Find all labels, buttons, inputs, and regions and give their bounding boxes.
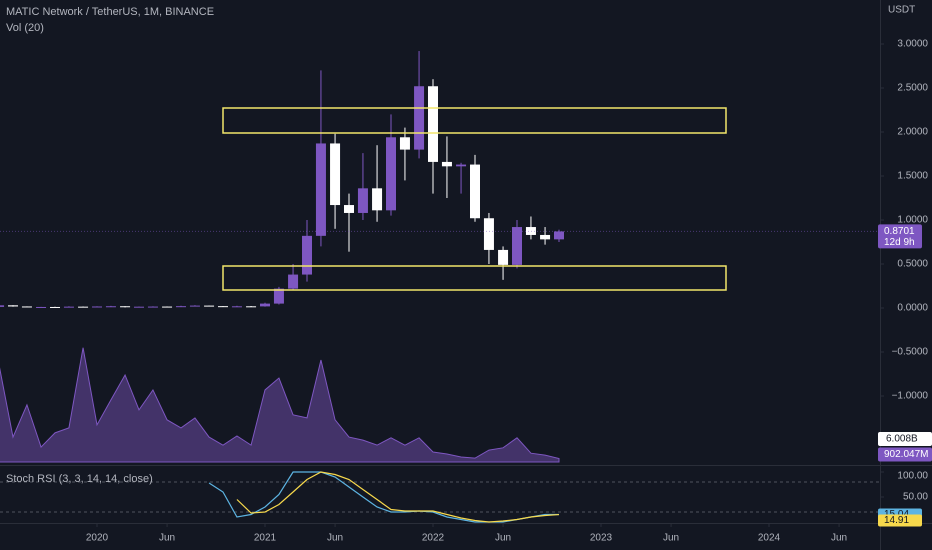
candle-body xyxy=(456,164,467,167)
indicator-title: Stoch RSI (3, 3, 14, 14, close) xyxy=(6,473,153,485)
candle-body xyxy=(498,249,509,265)
currency-label: USDT xyxy=(888,5,915,16)
candle-body xyxy=(260,303,271,307)
price-tick-label: −1.0000 xyxy=(892,391,929,402)
support-zone xyxy=(222,265,727,291)
candle-body xyxy=(428,86,439,162)
candle-body xyxy=(246,306,257,308)
candle-body xyxy=(21,306,32,308)
time-tick-label: Jun xyxy=(663,533,679,544)
candle-body xyxy=(204,305,215,307)
time-tick-label: Jun xyxy=(159,533,175,544)
price-tick-label: −0.5000 xyxy=(892,347,929,358)
candle-body xyxy=(231,306,242,308)
candle-body xyxy=(470,164,481,219)
candle-body xyxy=(273,288,284,304)
candle-body xyxy=(330,143,341,206)
candle-body xyxy=(8,305,19,307)
time-tick-label: 2022 xyxy=(422,533,445,544)
time-tick-label: 2020 xyxy=(86,533,109,544)
candle-body xyxy=(302,235,313,275)
time-tick-label: Jun xyxy=(831,533,847,544)
candle-body xyxy=(315,143,326,236)
price-tick-label: 0.5000 xyxy=(897,259,928,270)
last-price-label: 0.8701 xyxy=(884,226,915,237)
price-tick-label: 3.0000 xyxy=(897,39,928,50)
countdown-label: 12d 9h xyxy=(884,237,915,248)
candle-body xyxy=(441,161,452,167)
axes: 3.0000 2.5000 2.0000 1.5000 1.0000 0.5000 0.00… xyxy=(0,39,932,544)
symbol-title: MATIC Network / TetherUS, 1M, BINANCE xyxy=(6,6,214,18)
volume-title: Vol (20) xyxy=(6,22,44,34)
volume-ma-label: 6.008B xyxy=(886,434,918,445)
volume-ma-box xyxy=(878,431,932,446)
rsi-tick-label: 50.00 xyxy=(903,492,928,503)
rsi-value-label: 14.91 xyxy=(884,515,909,526)
candle-body xyxy=(386,137,397,211)
rsi-value-box xyxy=(878,514,922,527)
price-tick-label: 2.5000 xyxy=(897,83,928,94)
candle-body xyxy=(147,306,158,308)
stoch-rsi-layer xyxy=(0,471,880,523)
candle-body xyxy=(554,231,565,240)
candle-body xyxy=(162,306,173,308)
price-tick-label: 1.0000 xyxy=(897,215,928,226)
candle-body xyxy=(120,306,131,308)
candle-body xyxy=(512,227,523,265)
candle-body xyxy=(218,306,229,308)
last-price-box xyxy=(878,224,922,249)
candle-body xyxy=(483,218,494,250)
candle-body xyxy=(63,306,74,308)
time-tick-label: Jun xyxy=(327,533,343,544)
volume-last-label: 902.047M xyxy=(884,449,928,460)
candle-body xyxy=(372,188,383,211)
candle-body xyxy=(134,306,145,308)
candle-body xyxy=(176,306,187,308)
candle-body xyxy=(288,274,299,289)
time-tick-label: Jun xyxy=(495,533,511,544)
candle-body xyxy=(0,305,5,307)
time-tick-label: 2024 xyxy=(758,533,781,544)
candle-body xyxy=(525,227,536,235)
time-tick-label: 2021 xyxy=(254,533,277,544)
candle-body xyxy=(540,234,551,240)
volume-layer xyxy=(0,347,560,463)
candle-body xyxy=(357,188,368,213)
candle-body xyxy=(414,86,425,150)
price-tick-label: 0.0000 xyxy=(897,303,928,314)
candle-body xyxy=(50,306,61,308)
rsi-line xyxy=(208,471,560,523)
time-tick-label: 2023 xyxy=(590,533,613,544)
candle-body xyxy=(399,137,410,150)
candle-body xyxy=(78,306,89,308)
rsi-line xyxy=(236,471,560,523)
price-tick-label: 1.5000 xyxy=(897,171,928,182)
price-layer xyxy=(0,51,565,308)
candle-body xyxy=(92,306,103,308)
volume-area xyxy=(0,347,560,463)
volume-last-box xyxy=(878,447,932,462)
rsi-tick-label: 100.00 xyxy=(897,471,928,482)
candle-body xyxy=(189,305,200,307)
candle-body xyxy=(344,205,355,213)
price-tick-label: 2.0000 xyxy=(897,127,928,138)
candle-body xyxy=(36,306,47,308)
resistance-zone xyxy=(222,107,727,134)
candle-body xyxy=(105,306,116,308)
